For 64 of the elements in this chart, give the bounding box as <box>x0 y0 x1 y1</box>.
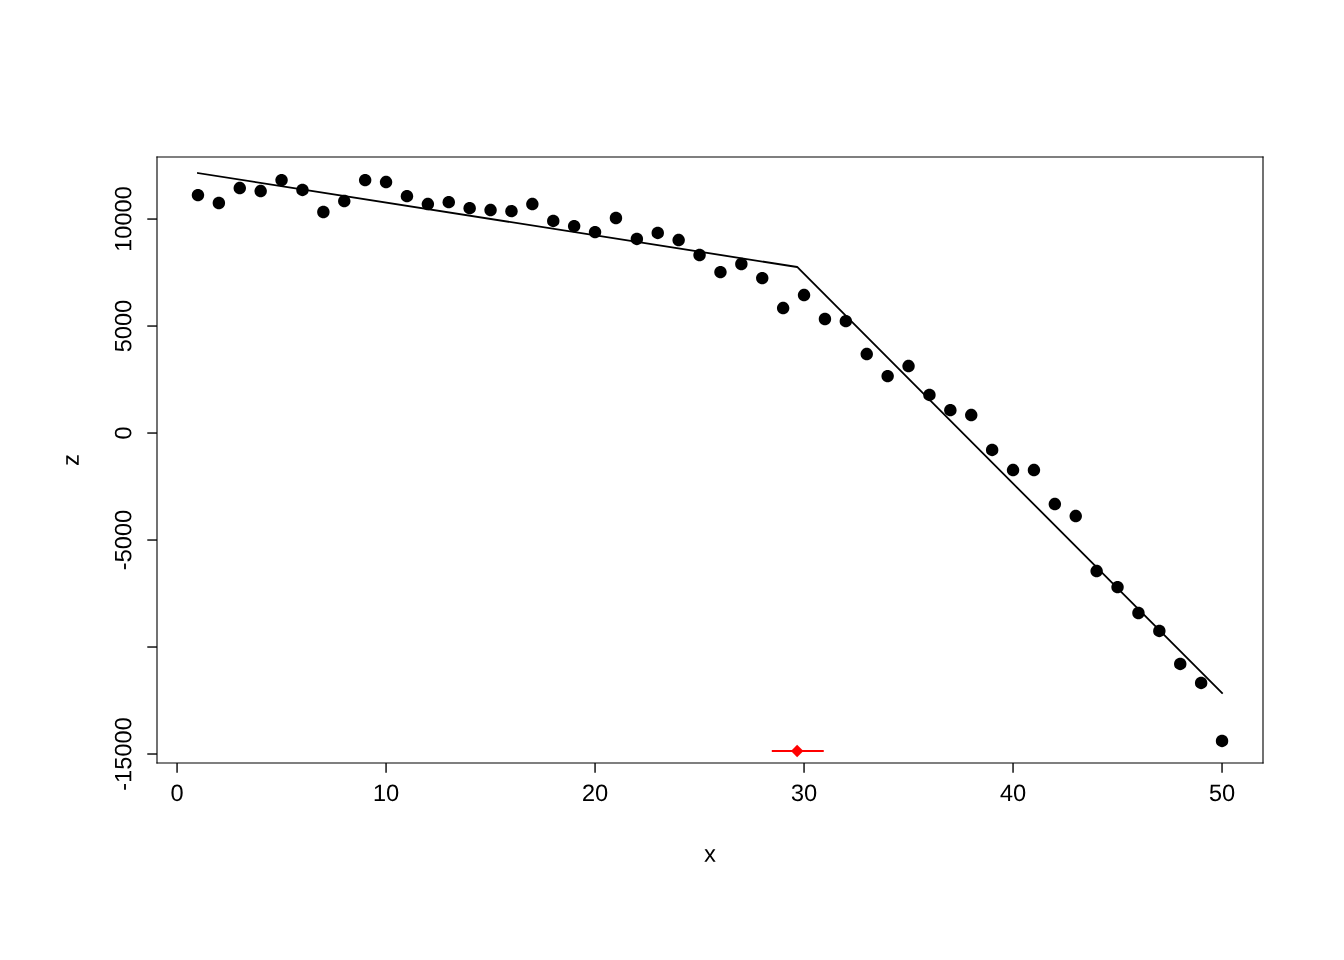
point <box>735 257 748 271</box>
y-tick-label: 0 <box>114 427 132 439</box>
point <box>1069 509 1082 523</box>
point <box>484 203 497 217</box>
point <box>672 233 685 247</box>
point <box>1215 734 1229 748</box>
point <box>212 196 226 210</box>
point <box>944 403 957 417</box>
point <box>818 312 832 326</box>
point <box>317 205 330 219</box>
x-tick-label: 30 <box>791 784 817 802</box>
point <box>505 204 518 218</box>
x-tick-label: 40 <box>1000 784 1026 802</box>
x-tick-label: 20 <box>583 784 608 802</box>
x-tick-label: 0 <box>171 784 183 802</box>
point <box>379 175 393 189</box>
point <box>1174 657 1187 671</box>
point <box>1194 676 1208 690</box>
point <box>797 288 811 302</box>
point <box>860 347 873 361</box>
point <box>442 195 455 209</box>
point <box>191 188 205 202</box>
point <box>338 194 351 208</box>
x-axis-title: x <box>704 849 716 862</box>
point <box>714 265 727 279</box>
x-tick-label: 50 <box>1209 784 1235 802</box>
point <box>588 225 602 239</box>
point <box>609 211 623 225</box>
point <box>965 408 978 422</box>
point <box>358 173 372 187</box>
point <box>567 219 581 233</box>
point <box>1132 606 1145 620</box>
point <box>296 183 309 197</box>
point <box>526 197 539 211</box>
point <box>1153 624 1166 638</box>
point <box>233 181 246 195</box>
x-tick-label: 10 <box>374 784 399 802</box>
y-tick-label: 10000 <box>114 187 132 251</box>
point <box>776 301 790 315</box>
point <box>651 226 664 240</box>
point <box>547 214 560 228</box>
y-axis-title: z <box>66 455 79 465</box>
point <box>275 173 288 187</box>
point <box>985 443 999 457</box>
point <box>790 744 804 758</box>
point <box>839 314 853 328</box>
point <box>1090 564 1103 578</box>
y-tick-label: 5000 <box>114 300 132 352</box>
point <box>1027 463 1041 477</box>
point <box>1111 580 1124 594</box>
point <box>400 189 414 203</box>
point <box>693 248 706 262</box>
point <box>756 271 769 285</box>
point <box>421 197 435 211</box>
point <box>630 232 644 246</box>
point <box>463 201 476 215</box>
y-tick-label: -15000 <box>114 718 132 790</box>
point <box>1006 463 1020 477</box>
y-tick-label: -5000 <box>114 510 132 570</box>
point <box>902 359 915 373</box>
point <box>1048 497 1062 511</box>
point <box>254 184 267 198</box>
point <box>923 388 936 402</box>
point <box>881 369 894 383</box>
